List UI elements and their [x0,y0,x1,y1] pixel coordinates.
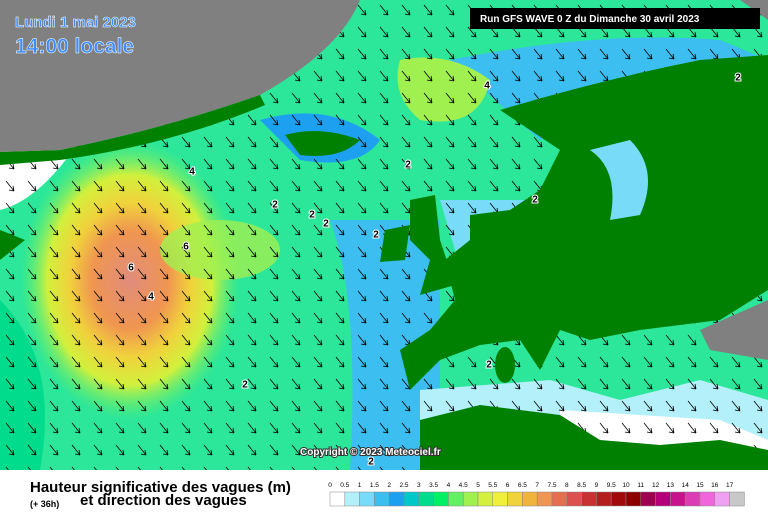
scale-swatch [477,491,494,507]
scale-swatch [655,491,671,507]
scale-swatch [551,491,568,507]
scale-swatch [522,491,538,507]
scale-label: 1.5 [370,482,379,489]
scale-label: 16 [711,482,719,489]
scale-swatch [566,491,582,507]
scale-label: 10 [622,482,630,489]
contour-label: 6 [183,242,189,253]
scale-swatch [596,491,612,507]
scale-swatch [418,491,434,507]
scale-swatch [433,491,449,507]
scale-label: 9 [595,482,599,489]
scale-swatch [581,491,597,507]
scale-swatch [729,491,745,507]
scale-swatch [670,491,686,507]
scale-swatch [344,491,360,507]
scale-swatch [625,491,642,507]
legend-title: Hauteur significative des vagues (m) [30,479,291,496]
scale-swatch [507,491,523,507]
scale-swatch [714,491,730,507]
contour-label: 2 [735,73,741,84]
contour-label: 4 [148,292,154,303]
scale-swatch [684,491,701,507]
scale-swatch [610,491,627,507]
scale-label: 15 [696,482,704,489]
scale-label: 8 [565,482,569,489]
scale-label: 12 [652,482,660,489]
scale-label: 5 [476,482,480,489]
date: Lundi 1 mai 2023 [15,14,136,31]
run-banner [470,8,760,29]
contour-label: 4 [189,167,195,178]
color-scale: 0 0.5 1 1.5 2 2.5 3 3.5 4 4.5 5 5.5 6 6.5 7 7.5 8 8.5 9 9.5… [328,482,745,507]
scale-swatch [699,491,716,507]
scale-swatch [388,491,405,507]
contour-label: 2 [242,380,248,391]
scale-label: 13 [667,482,675,489]
scale-label: 6.5 [518,482,527,489]
scale-swatch [359,491,375,507]
scale-label: 9.5 [607,482,616,489]
scale-swatch [492,491,508,507]
scale-label: 0 [328,482,332,489]
contour-label: 2 [272,200,278,211]
scale-label: 11 [637,482,644,489]
scale-label: 5.5 [488,482,497,489]
scale-swatch [448,491,464,507]
run-info: Run GFS WAVE 0 Z du Dimanche 30 avril 20… [480,14,700,25]
scale-label: 3.5 [429,482,438,489]
scale-label: 14 [682,482,690,489]
legend-lead: (+ 36h) [30,499,59,509]
contour-label: 6 [128,263,134,274]
scale-label: 7.5 [547,482,556,489]
scale-label: 6 [506,482,510,489]
scale-swatch [640,491,656,507]
contour-label: 2 [373,230,379,241]
copyright: Copyright © 2023 Meteociel.fr [300,447,441,458]
contour-label: 2 [532,195,538,206]
contour-label: 2 [368,457,374,468]
time: 14:00 locale [15,35,134,58]
scale-label: 4 [447,482,451,489]
land [0,0,768,470]
legend-subtitle: et direction des vagues [80,492,247,509]
contour-label: 2 [323,219,329,230]
scale-label: 2 [387,482,391,489]
contour-label: 2 [405,160,411,171]
scale-swatch [403,491,420,507]
contour-labels: 4 2 4 2 2 2 2 2 2 6 6 4 2 2 2 [127,72,742,469]
contour-label: 4 [484,81,490,92]
scale-swatch [374,491,390,507]
contour-label: 2 [309,210,315,221]
scale-label: 0.5 [340,482,349,489]
scale-label: 8.5 [577,482,586,489]
scale-label: 2.5 [399,482,408,489]
scale-swatch [536,491,553,507]
scale-label: 3 [417,482,421,489]
scale-label: 17 [726,482,734,489]
scale-swatch [462,491,479,507]
scale-label: 4.5 [459,482,468,489]
scale-label: 1 [358,482,362,489]
scale-swatch [329,491,346,507]
scale-label: 7 [535,482,539,489]
contour-label: 2 [486,360,492,371]
